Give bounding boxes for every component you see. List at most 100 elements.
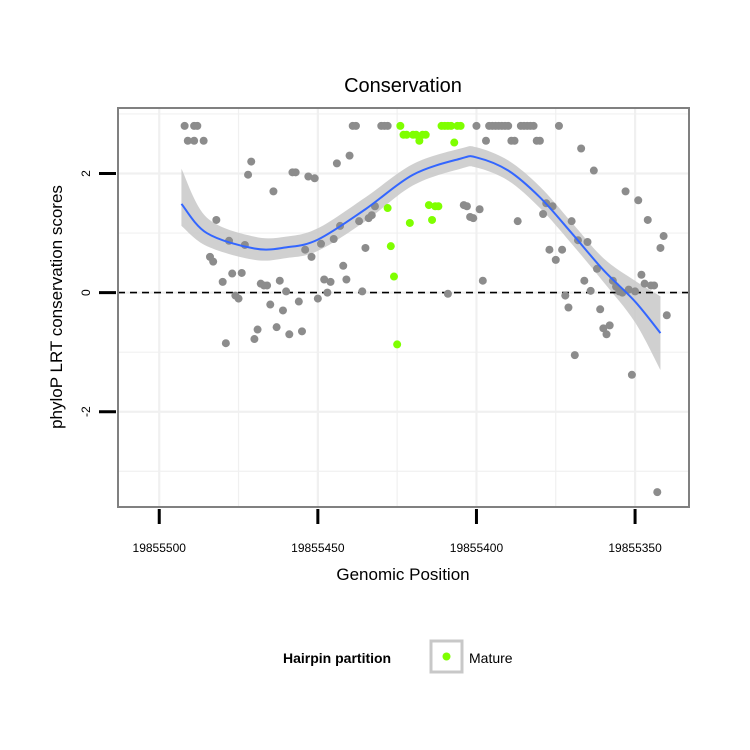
point-other bbox=[234, 294, 243, 303]
point-mature bbox=[421, 130, 430, 139]
plot-area bbox=[117, 107, 690, 508]
point-other bbox=[275, 276, 284, 285]
point-other bbox=[469, 214, 478, 223]
point-other bbox=[244, 170, 253, 179]
point-other bbox=[326, 277, 335, 286]
point-other bbox=[643, 215, 652, 224]
point-other bbox=[472, 121, 481, 130]
point-other bbox=[631, 287, 640, 296]
point-other bbox=[653, 488, 662, 497]
point-other bbox=[558, 245, 567, 254]
point-mature bbox=[447, 121, 456, 130]
point-other bbox=[593, 264, 602, 273]
point-other bbox=[291, 168, 300, 177]
point-other bbox=[339, 261, 348, 270]
point-other bbox=[342, 275, 351, 284]
point-other bbox=[570, 351, 579, 360]
point-other bbox=[650, 281, 659, 290]
x-tick-label: 19855450 bbox=[291, 541, 345, 555]
legend-label-mature: Mature bbox=[469, 650, 513, 666]
point-mature bbox=[456, 121, 465, 130]
point-other bbox=[564, 303, 573, 312]
point-other bbox=[193, 121, 202, 130]
point-other bbox=[621, 187, 630, 196]
point-mature bbox=[386, 242, 395, 251]
point-other bbox=[462, 202, 471, 211]
point-other bbox=[247, 157, 256, 166]
point-other bbox=[307, 252, 316, 261]
point-other bbox=[580, 276, 589, 285]
point-other bbox=[659, 232, 668, 241]
confidence-band bbox=[181, 146, 661, 371]
point-other bbox=[313, 294, 322, 303]
confidence-band-layer bbox=[181, 146, 661, 371]
point-mature bbox=[428, 215, 437, 224]
point-other bbox=[367, 211, 376, 220]
point-other bbox=[539, 210, 548, 218]
point-other bbox=[443, 289, 452, 298]
y-axis-title: phyloP LRT conservation scores bbox=[47, 185, 66, 429]
point-mature bbox=[415, 136, 424, 145]
point-other bbox=[640, 279, 649, 288]
point-mature bbox=[434, 202, 443, 211]
point-mature bbox=[396, 121, 405, 130]
legend-title: Hairpin partition bbox=[283, 650, 391, 666]
point-other bbox=[529, 121, 538, 130]
point-mature bbox=[424, 201, 433, 210]
point-other bbox=[627, 370, 636, 379]
point-other bbox=[358, 287, 367, 296]
point-other bbox=[310, 174, 319, 183]
point-other bbox=[586, 286, 595, 295]
point-other bbox=[504, 121, 513, 130]
point-other bbox=[545, 245, 554, 254]
point-other bbox=[285, 330, 294, 339]
point-other bbox=[250, 335, 259, 344]
point-other bbox=[263, 281, 272, 290]
chart-title: Conservation bbox=[344, 75, 462, 97]
point-other bbox=[481, 136, 490, 145]
point-other bbox=[634, 196, 643, 205]
point-other bbox=[221, 339, 230, 348]
point-other bbox=[332, 159, 341, 168]
panel-border bbox=[117, 107, 690, 508]
point-other bbox=[355, 217, 364, 226]
point-other bbox=[301, 245, 310, 254]
point-other bbox=[199, 136, 208, 145]
point-other bbox=[513, 217, 522, 226]
point-other bbox=[180, 121, 189, 130]
point-other bbox=[662, 311, 671, 320]
x-tick-label: 19855350 bbox=[608, 541, 662, 555]
y-tick-label: 0 bbox=[79, 289, 93, 296]
point-other bbox=[637, 270, 646, 279]
point-other bbox=[583, 237, 592, 246]
point-other bbox=[605, 321, 614, 330]
point-mature bbox=[405, 218, 414, 227]
point-other bbox=[596, 305, 605, 314]
point-mature bbox=[393, 340, 402, 349]
point-other bbox=[323, 288, 332, 297]
point-other bbox=[656, 243, 665, 252]
point-other bbox=[266, 300, 275, 309]
point-other bbox=[351, 121, 360, 130]
point-other bbox=[269, 187, 278, 196]
points-layer bbox=[180, 121, 671, 497]
x-axis: 19855500 19855450 19855400 19855350 bbox=[133, 509, 662, 555]
point-mature bbox=[450, 138, 459, 147]
point-other bbox=[304, 172, 313, 181]
point-other bbox=[278, 306, 287, 315]
point-mature bbox=[412, 130, 421, 139]
point-other bbox=[599, 324, 608, 333]
series-mature bbox=[383, 121, 465, 349]
series-other bbox=[180, 121, 671, 497]
point-mature bbox=[383, 204, 392, 213]
smooth-line bbox=[180, 155, 662, 334]
point-other bbox=[297, 327, 306, 336]
point-other bbox=[317, 239, 326, 248]
x-axis-title: Genomic Position bbox=[336, 565, 469, 584]
point-other bbox=[228, 269, 237, 278]
point-mature bbox=[389, 272, 398, 281]
point-other bbox=[209, 257, 218, 266]
point-other bbox=[535, 136, 544, 145]
point-other bbox=[237, 268, 246, 277]
